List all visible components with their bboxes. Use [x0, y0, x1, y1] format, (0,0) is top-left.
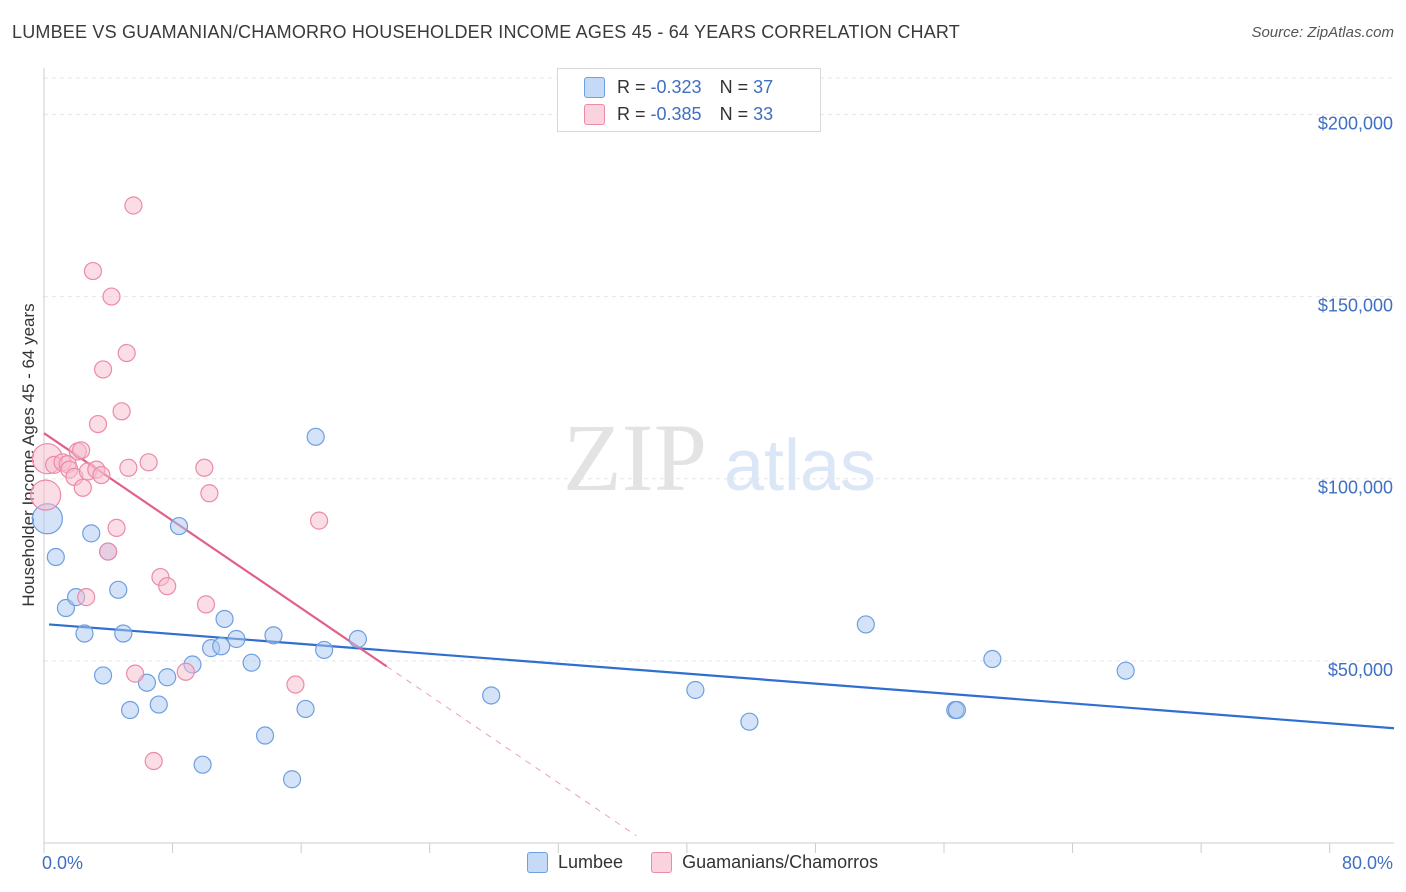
data-point [126, 664, 145, 683]
data-point [158, 668, 177, 687]
data-point [144, 751, 163, 771]
data-point [196, 595, 216, 614]
legend-label-lumbee: Lumbee [558, 852, 624, 872]
trend-line [48, 623, 1395, 730]
data-point [242, 653, 261, 672]
data-point [102, 287, 121, 306]
chart-title: LUMBEE VS GUAMANIAN/CHAMORRO HOUSEHOLDER… [12, 22, 960, 42]
data-point [215, 609, 234, 629]
data-point [193, 755, 212, 774]
data-point [77, 588, 96, 607]
data-point [88, 414, 108, 434]
data-point [195, 458, 214, 477]
legend-n-label: N = [719, 76, 749, 97]
legend-r-label: R = [617, 76, 646, 97]
data-point [30, 479, 62, 511]
data-point [482, 686, 501, 705]
y-tick-label: $150,000 [1318, 296, 1393, 316]
data-point [315, 640, 334, 660]
data-point [286, 675, 305, 694]
data-point [117, 343, 136, 363]
data-point [983, 649, 1002, 669]
gridlines [44, 77, 1394, 662]
data-point [83, 261, 103, 281]
data-point [93, 666, 113, 685]
legend-swatch-lumbee [584, 76, 605, 98]
data-point [75, 624, 94, 643]
data-point [93, 360, 113, 379]
y-tick-labels: $50,000 $100,000 $150,000 $200,000 [1318, 113, 1393, 679]
legend-label-guamanian: Guamanians/Chamorros [682, 852, 879, 872]
data-point [114, 624, 133, 643]
data-point [120, 700, 140, 720]
data-point [856, 615, 875, 634]
trend-line-extension [386, 665, 637, 837]
data-point [176, 662, 195, 681]
watermark-zip: ZIP [563, 404, 707, 511]
data-point [1116, 661, 1135, 680]
data-point [264, 626, 283, 645]
legend-n-value: 33 [753, 103, 774, 124]
data-point [124, 196, 143, 215]
data-point [82, 524, 101, 543]
data-point [149, 695, 168, 714]
legend-n-label: N = [719, 103, 749, 124]
legend-swatch-guamanian [584, 103, 605, 125]
axes [43, 68, 1394, 853]
legend-swatch-lumbee [527, 852, 548, 873]
data-point [112, 402, 131, 421]
legend-r-value: -0.323 [650, 76, 702, 97]
x-tick-label-max: 80.0% [1342, 853, 1393, 873]
data-point [296, 699, 315, 719]
data-point [109, 580, 128, 599]
legend-swatch-guamanian [651, 852, 673, 873]
legend-n-value: 37 [753, 76, 774, 97]
data-points [30, 196, 1135, 789]
data-point [348, 629, 367, 649]
data-point [72, 441, 91, 460]
data-point [73, 478, 92, 497]
legend-row-lumbee: R = -0.323 N = 37 [584, 75, 773, 99]
data-point [139, 453, 158, 472]
data-point [158, 577, 177, 596]
data-point [107, 518, 126, 537]
legend-item-lumbee: Lumbee [527, 852, 623, 873]
x-tick-label-min: 0.0% [42, 853, 83, 873]
trend-lines [43, 432, 1395, 837]
data-point [169, 516, 189, 536]
data-point [227, 629, 246, 649]
watermark: ZIP atlas [563, 404, 876, 511]
chart-source: Source: ZipAtlas.com [1251, 24, 1394, 41]
data-point [92, 465, 111, 485]
y-tick-label: $200,000 [1318, 113, 1393, 133]
watermark-atlas: atlas [724, 426, 876, 506]
data-point [282, 770, 302, 789]
legend-r-label: R = [617, 103, 646, 124]
legend-item-guamanian: Guamanians/Chamorros [651, 852, 878, 873]
data-point [306, 427, 325, 446]
data-point [947, 700, 967, 720]
y-tick-label: $50,000 [1328, 660, 1393, 680]
data-point [212, 637, 231, 656]
data-point [740, 712, 759, 731]
data-point [46, 547, 65, 567]
data-point [200, 484, 219, 503]
y-tick-label: $100,000 [1318, 478, 1393, 498]
data-point [119, 458, 138, 477]
legend-row-guamanian: R = -0.385 N = 33 [584, 102, 773, 126]
data-point [99, 542, 118, 561]
correlation-legend: R = -0.323 N = 37 R = -0.385 N = 33 [557, 68, 821, 132]
data-point [255, 726, 275, 745]
data-point [686, 680, 705, 700]
series-legend: Lumbee Guamanians/Chamorros [527, 852, 906, 873]
data-point [309, 511, 329, 530]
legend-r-value: -0.385 [650, 103, 702, 124]
